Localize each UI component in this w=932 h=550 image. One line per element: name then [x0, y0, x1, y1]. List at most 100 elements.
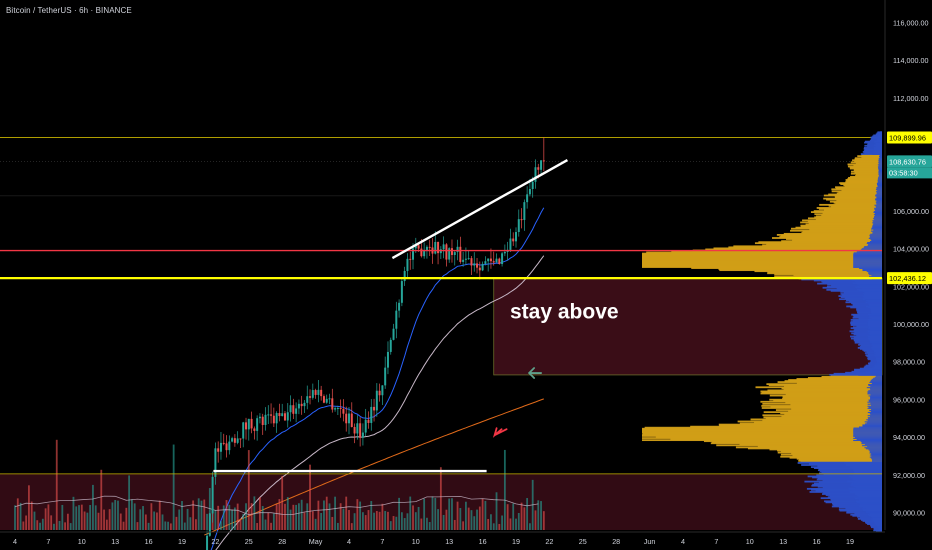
volume-bar — [197, 498, 200, 530]
volume-bar — [467, 507, 470, 530]
volume-profile-bar — [823, 209, 882, 211]
volume-profile-core — [871, 378, 882, 380]
volume-profile-core — [860, 248, 882, 251]
candle-body — [403, 270, 406, 282]
volume-profile-core — [875, 362, 882, 365]
volume-profile-core — [872, 367, 882, 370]
volume-profile-bar — [783, 388, 882, 391]
candle-body — [217, 448, 220, 452]
volume-profile-core — [866, 386, 882, 389]
volume-profile-bar — [855, 173, 882, 176]
volume-profile-bar — [833, 372, 882, 375]
volume-profile-core — [871, 239, 882, 241]
candle-body — [489, 258, 492, 262]
volume-profile-bar — [859, 516, 882, 519]
volume-profile-core — [865, 447, 882, 450]
volume-profile-bar — [838, 506, 882, 509]
volume-bar — [336, 522, 339, 530]
volume-profile-core — [868, 271, 882, 274]
volume-profile-bar — [642, 255, 882, 258]
volume-bar — [167, 521, 169, 530]
volume-bar — [111, 502, 114, 530]
volume-profile-core — [852, 474, 882, 477]
volume-profile-bar — [826, 285, 882, 288]
volume-profile-core — [874, 521, 882, 523]
volume-profile-bar — [760, 392, 882, 395]
volume-bar — [395, 516, 398, 530]
volume-profile-core — [875, 198, 882, 201]
volume-profile-bar — [813, 467, 882, 470]
candle-body — [445, 244, 448, 260]
volume-profile-bar — [867, 523, 882, 525]
volume-profile-bar — [831, 190, 882, 193]
volume-profile-core — [878, 159, 882, 162]
volume-profile-bar — [870, 138, 882, 141]
volume-profile-bar — [642, 259, 882, 262]
volume-bar — [158, 500, 161, 530]
candle-body — [359, 423, 362, 438]
volume-profile-bar — [850, 327, 882, 330]
volume-profile-bar — [754, 242, 882, 245]
volume-profile-bar — [761, 407, 882, 409]
volume-profile-core — [870, 309, 882, 312]
volume-profile-bar — [826, 288, 882, 291]
volume-profile-bar — [728, 246, 882, 249]
volume-profile-core — [878, 158, 882, 161]
volume-profile-bar — [790, 229, 882, 232]
volume-profile-bar — [858, 317, 882, 320]
volume-profile-core — [875, 374, 882, 377]
volume-profile-bar — [851, 313, 882, 316]
volume-bar — [292, 504, 295, 530]
volume-profile-core — [870, 401, 882, 404]
volume-profile-bar — [844, 185, 882, 188]
volume-profile-bar — [839, 298, 882, 301]
candle-body — [434, 241, 437, 254]
candle-body — [267, 414, 270, 416]
volume-profile-core — [872, 223, 882, 226]
volume-profile-bar — [864, 141, 882, 144]
volume-profile-core — [876, 525, 882, 528]
candle-body — [428, 246, 431, 248]
volume-profile-core — [868, 304, 882, 307]
candle-body — [208, 513, 211, 536]
volume-profile-bar — [847, 178, 882, 180]
volume-profile-bar — [831, 505, 882, 508]
volume-profile-core — [872, 516, 882, 519]
candle-body — [412, 248, 415, 260]
volume-profile-core — [867, 411, 882, 414]
support-price-tag-bg — [887, 272, 932, 285]
volume-bar — [245, 503, 247, 530]
volume-profile-bar — [841, 294, 882, 296]
volume-profile-core — [868, 399, 882, 402]
volume-profile-core — [869, 331, 882, 334]
volume-profile-core — [871, 227, 882, 230]
volume-profile-core — [862, 508, 882, 511]
volume-profile-bar — [821, 493, 882, 495]
candle-body — [439, 249, 442, 254]
volume-profile-core — [878, 134, 882, 137]
volume-profile-core — [873, 150, 882, 152]
volume-profile-core — [875, 356, 882, 359]
volume-profile-core — [868, 383, 882, 386]
volume-profile-bar — [858, 343, 882, 346]
price-tick-label: 92,000.00 — [893, 471, 925, 480]
volume-profile-core — [878, 528, 882, 531]
volume-profile-core — [865, 297, 882, 300]
volume-bar — [412, 505, 414, 530]
volume-profile-bar — [853, 168, 882, 171]
volume-profile-core — [869, 339, 882, 342]
volume-profile-bar — [821, 280, 882, 283]
volume-profile-bar — [863, 146, 882, 149]
volume-profile-core — [859, 499, 882, 502]
volume-profile-bar — [867, 143, 882, 146]
volume-profile-bar — [828, 193, 882, 196]
volume-profile-bar — [767, 272, 882, 275]
volume-profile-core — [875, 358, 882, 361]
volume-profile-core — [878, 527, 882, 530]
volume-profile-bar — [822, 286, 882, 289]
volume-profile-bar — [655, 436, 882, 438]
volume-profile-bar — [788, 379, 882, 381]
time-tick-label: 10 — [746, 537, 754, 546]
volume-profile-core — [869, 336, 882, 339]
